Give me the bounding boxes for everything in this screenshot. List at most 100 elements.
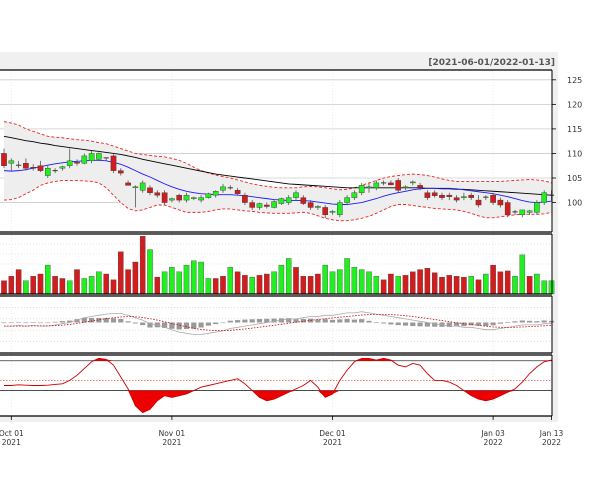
volume-bar: [110, 279, 117, 295]
price-tick-label: 110: [567, 149, 582, 158]
x-tick-label: Nov 01: [159, 429, 186, 438]
macd-histogram-bar: [191, 322, 197, 329]
x-tick-year: 2021: [162, 438, 181, 447]
candle-up: [541, 192, 547, 203]
candle-down: [468, 194, 475, 198]
macd-histogram-bar: [162, 322, 168, 329]
volume-bar: [490, 264, 496, 295]
bollinger-band-layer: [3, 121, 552, 222]
candle-down: [395, 180, 402, 191]
volume-bar: [66, 280, 73, 295]
macd-histogram-bar: [140, 322, 146, 326]
macd-histogram-bar: [505, 322, 511, 323]
volume-bar: [278, 264, 285, 295]
volume-bar: [249, 276, 255, 295]
macd-histogram-bar: [52, 321, 58, 323]
volume-bar: [176, 271, 182, 295]
candle-up: [132, 186, 139, 189]
volume-bar: [242, 275, 248, 295]
candle-down: [176, 194, 183, 201]
macd-histogram-bar: [264, 318, 270, 323]
macd-line: [4, 311, 552, 335]
macd-histogram-bar: [329, 319, 336, 323]
macd-histogram-bar: [227, 320, 233, 323]
candle-down: [307, 202, 314, 208]
candle-down: [446, 194, 453, 197]
volume-bar: [74, 269, 80, 295]
volume-bar: [446, 275, 453, 295]
volume-bar: [234, 271, 241, 295]
macd-histogram-bar: [468, 322, 474, 326]
macd-histogram-bar: [220, 322, 226, 324]
candle-up: [205, 193, 212, 198]
candle-down: [147, 187, 153, 193]
volume-bar: [285, 258, 292, 295]
candle-up: [526, 210, 533, 213]
candle-up: [81, 155, 88, 164]
macd-histogram-bar: [198, 322, 204, 328]
macd-histogram-bar: [271, 318, 277, 323]
candle-down: [110, 155, 117, 171]
macd-histogram-bar: [242, 319, 248, 323]
macd-histogram-bar: [8, 322, 14, 324]
macd-histogram-bar: [446, 322, 452, 327]
volume-bar: [88, 276, 95, 295]
macd-histogram-bar: [381, 322, 387, 324]
volume-bar: [424, 268, 431, 295]
volume-bar: [497, 271, 504, 295]
candle-up: [45, 167, 51, 176]
macd-histogram-bar: [74, 319, 80, 323]
candle-up: [534, 202, 540, 213]
candle-up: [8, 160, 15, 164]
macd-histogram-bar: [125, 321, 131, 323]
macd-histogram-bar: [461, 322, 467, 327]
volume-bar: [526, 276, 533, 295]
candle-down: [264, 204, 270, 207]
volume-bar: [512, 276, 518, 295]
volume-bar: [504, 270, 511, 295]
candle-down: [490, 194, 496, 203]
candle-down: [125, 182, 131, 186]
grid-layer: [0, 70, 552, 416]
volume-bar: [344, 258, 350, 295]
volume-bar: [212, 278, 219, 295]
macd-histogram-bar: [388, 322, 394, 325]
volume-bar: [431, 272, 438, 295]
macd-histogram-bar: [322, 319, 328, 323]
price-tick-label: 100: [567, 199, 582, 208]
volume-bar: [410, 271, 416, 295]
candle-up: [256, 203, 263, 208]
macd-histogram-bar: [103, 317, 109, 323]
volume-bar: [52, 276, 58, 295]
volume-bar: [468, 276, 474, 295]
volume-bar: [417, 269, 423, 295]
macd-histogram-bar: [351, 319, 357, 323]
volume-bar: [96, 271, 102, 295]
volume-bar: [125, 269, 131, 295]
candle-up: [402, 186, 409, 189]
macd-histogram-bar: [81, 317, 87, 323]
candle-up: [293, 192, 299, 198]
candle-down: [439, 194, 445, 198]
candle-down: [388, 182, 394, 186]
macd-histogram-bar: [16, 321, 22, 323]
macd-histogram-bar: [527, 320, 533, 323]
price-tick-label: 115: [567, 125, 582, 134]
candle-down: [154, 192, 161, 196]
macd-histogram-bar: [490, 322, 496, 326]
volume-bar: [264, 273, 270, 295]
volume-bar: [315, 273, 321, 295]
macd-histogram-bar: [541, 320, 547, 323]
macd-histogram-bar: [519, 320, 525, 323]
macd-histogram-bar: [300, 318, 306, 323]
macd-histogram-bar: [483, 322, 489, 326]
candle-down: [322, 207, 329, 216]
candle-down: [234, 190, 241, 194]
macd-histogram-bar: [337, 319, 343, 323]
candle-down: [497, 199, 504, 206]
candle-down: [424, 192, 431, 198]
macd-histogram-bar: [67, 320, 73, 323]
candle-down: [1, 153, 7, 166]
macd-histogram-bar: [37, 322, 44, 324]
